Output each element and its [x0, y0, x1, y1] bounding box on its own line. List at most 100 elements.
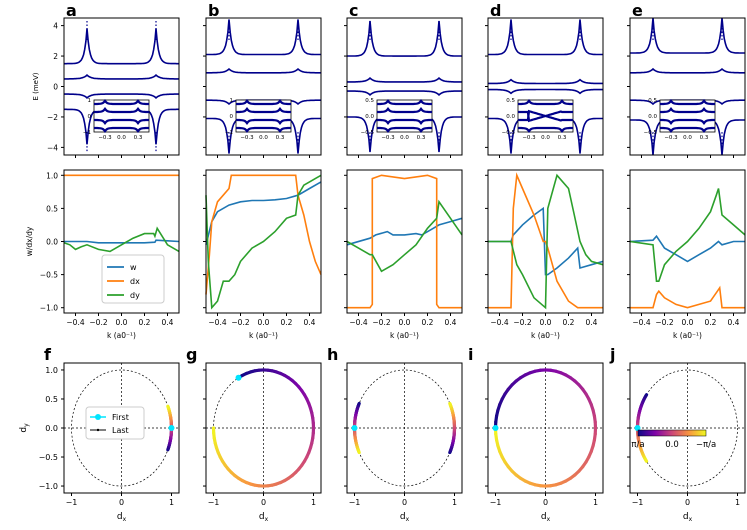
inset-xtick-label: 0.3 [700, 135, 709, 141]
series-w [346, 217, 463, 246]
ytick-label: 0.0 [45, 424, 58, 433]
xtick-label: 0 [685, 498, 690, 507]
circle-panel-j: −1 0 1 dx j π/a 0.0 −π/a [609, 345, 746, 523]
y-axis-label: E (meV) [32, 72, 40, 100]
x-axis-label: dx [683, 512, 693, 523]
series-w [629, 234, 745, 263]
y-axis-label: w/dx/dy [25, 226, 34, 256]
xtick-label: 0.2 [705, 318, 717, 327]
energy-band-row: 1 0 −1 −0.3 0.0 0.3 4 2 0 −2 −4 E (meV) a 1 0 −1 −0.3 0.0… [32, 1, 746, 158]
inset-ytick-label: 0.5 [365, 98, 374, 104]
ytick-label: 0.0 [46, 238, 58, 247]
band-line [630, 67, 745, 74]
ytick-label: 0.5 [45, 395, 58, 404]
x-axis-label: k (a0⁻¹) [673, 331, 702, 340]
series-dy [346, 199, 463, 273]
inset-ytick-label: 1 [230, 98, 234, 104]
inset-xtick-label: −0.3 [522, 135, 536, 141]
legend-swatch [96, 428, 100, 432]
xtick-label: −0.4 [349, 318, 367, 327]
component-panel-d: −0.4 −0.2 0.0 0.2 0.4 k (a0⁻¹) [485, 169, 604, 340]
inset-xtick-label: −0.3 [381, 135, 395, 141]
series-dy [488, 173, 604, 310]
ytick-label: 0 [53, 83, 58, 92]
inset-xtick-label: 0.3 [558, 135, 567, 141]
x-axis-label: k (a0⁻¹) [390, 331, 419, 340]
ytick-label: −4 [47, 143, 58, 152]
band-line [488, 88, 603, 95]
inset-band [377, 126, 432, 133]
ytick-label: −0.5 [40, 271, 58, 280]
band-panel-b: 1 0 −1 −0.3 0.0 0.3 b [203, 1, 322, 158]
axes-frame [346, 169, 463, 314]
inset-ytick-label: 0 [230, 114, 234, 120]
inset-band [660, 99, 715, 106]
inset-ytick-label: 0.0 [365, 114, 374, 120]
component-panel-a: −0.4 −0.2 0.0 0.2 0.4 k (a0⁻¹) 1.0 0.5 0.0 −0.5 −1… [25, 169, 180, 340]
first-point-marker [492, 425, 499, 431]
band-panel-d: 0.5 0.0 −0.5 −0.3 0.0 0.3 d [485, 1, 604, 158]
xtick-label: −1 [490, 498, 502, 507]
inset-band [236, 118, 291, 125]
component-panel-e: −0.4 −0.2 0.0 0.2 0.4 k (a0⁻¹) [627, 169, 746, 340]
inset-ytick-label: −0.5 [361, 130, 375, 136]
xtick-label: −0.4 [490, 318, 508, 327]
xtick-label: 0.4 [586, 318, 598, 327]
x-axis-label: k (a0⁻¹) [107, 331, 136, 340]
band-line [64, 28, 179, 65]
series-dx [488, 172, 603, 309]
panel-letter: e [632, 1, 643, 20]
panel-letter: i [468, 345, 473, 364]
inset-band [660, 107, 715, 114]
series-dx [347, 174, 462, 309]
xtick-label: 0 [119, 498, 124, 507]
series-dx [630, 285, 745, 309]
x-axis-label: dx [400, 512, 410, 523]
xtick-label: 0.4 [728, 318, 740, 327]
ytick-label: −2 [47, 113, 58, 122]
y-axis-label: dy [19, 423, 30, 433]
circle-panel-i: −1 0 1 dx i [468, 345, 604, 523]
component-panel-c: −0.4 −0.2 0.0 0.2 0.4 k (a0⁻¹) [344, 169, 463, 340]
circle-panel-g: −1 0 1 dx g [186, 345, 322, 523]
ytick-label: −0.5 [39, 453, 58, 462]
colorbar [637, 429, 707, 437]
inset-band [236, 99, 291, 106]
xtick-label: 0.2 [563, 318, 575, 327]
panel-letter: b [208, 1, 219, 20]
xtick-label: 0.0 [116, 318, 128, 327]
ytick-label: −1.0 [39, 482, 58, 491]
inset-band [377, 107, 432, 114]
xtick-label: 0.4 [304, 318, 316, 327]
inset-xtick-label: −0.3 [664, 135, 678, 141]
legend-swatch [95, 414, 101, 420]
legend-label: dy [130, 291, 140, 300]
inset-ytick-label: 0 [88, 114, 92, 120]
inset-band [94, 107, 149, 114]
band-line [346, 20, 463, 57]
xtick-label: 1 [735, 498, 740, 507]
band-line [488, 19, 603, 56]
inset-frame [659, 99, 716, 133]
legend-box [85, 406, 145, 440]
ytick-label: 1.0 [45, 366, 58, 375]
band-line [64, 74, 179, 80]
inset-band [94, 118, 149, 125]
legend-label: First [112, 413, 129, 422]
circle-panel-f: −1 0 1 dx f 1.0 0.5 0.0 −0.5 −1.0 dy First Last [19, 345, 180, 523]
inset-band [377, 99, 432, 106]
inset-frame [93, 99, 150, 133]
inset-band [377, 118, 432, 125]
inset-xtick-label: 0.3 [134, 135, 143, 141]
xtick-label: 0.2 [422, 318, 434, 327]
colorbar-label: −π/a [696, 440, 716, 450]
xtick-label: 0.2 [139, 318, 151, 327]
series-dy [205, 174, 322, 310]
series-w [205, 181, 322, 245]
inset-ytick-label: −1 [83, 130, 91, 136]
inset-xtick-label: −0.3 [240, 135, 254, 141]
inset-band [518, 126, 573, 133]
series-w [64, 239, 180, 244]
xtick-label: 1 [452, 498, 457, 507]
